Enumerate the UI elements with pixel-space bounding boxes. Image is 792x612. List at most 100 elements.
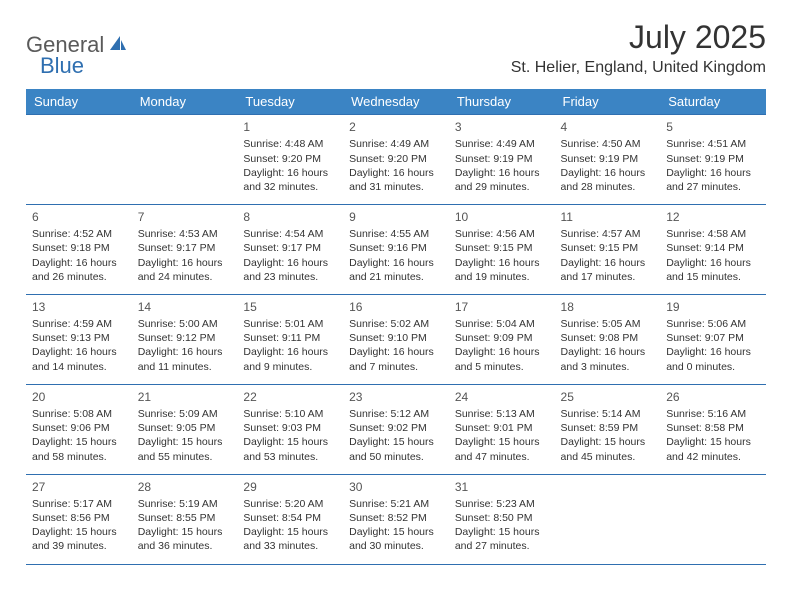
calendar-day-cell: 2Sunrise: 4:49 AMSunset: 9:20 PMDaylight… [343, 115, 449, 205]
day-number: 8 [243, 209, 337, 225]
daylight-text: Daylight: 15 hours and 30 minutes. [349, 525, 443, 553]
calendar-week: 6 Sunrise: 4:52 AMSunset: 9:18 PMDaylight… [26, 205, 766, 295]
sunrise-text: Sunrise: 4:52 AM [32, 227, 126, 241]
calendar-week: 1Sunrise: 4:48 AMSunset: 9:20 PMDaylight… [26, 115, 766, 205]
daylight-text: Daylight: 15 hours and 36 minutes. [138, 525, 232, 553]
sunset-text: Sunset: 8:58 PM [666, 421, 760, 435]
daylight-text: Daylight: 15 hours and 39 minutes. [32, 525, 126, 553]
calendar-day-cell: 19Sunrise: 5:06 AMSunset: 9:07 PMDayligh… [660, 294, 766, 384]
sunset-text: Sunset: 9:15 PM [561, 241, 655, 255]
sunset-text: Sunset: 8:56 PM [32, 511, 126, 525]
sunset-text: Sunset: 9:02 PM [349, 421, 443, 435]
calendar-day-cell: 27Sunrise: 5:17 AMSunset: 8:56 PMDayligh… [26, 474, 132, 564]
sunrise-text: Sunrise: 5:02 AM [349, 317, 443, 331]
day-number: 31 [455, 479, 549, 495]
sunrise-text: Sunrise: 5:23 AM [455, 497, 549, 511]
weekday-heading: Monday [132, 89, 238, 115]
sunrise-text: Sunrise: 5:00 AM [138, 317, 232, 331]
daylight-text: Daylight: 15 hours and 55 minutes. [138, 435, 232, 463]
sunset-text: Sunset: 8:52 PM [349, 511, 443, 525]
calendar-day-cell: 26Sunrise: 5:16 AMSunset: 8:58 PMDayligh… [660, 384, 766, 474]
daylight-text: Daylight: 15 hours and 50 minutes. [349, 435, 443, 463]
sunset-text: Sunset: 9:06 PM [32, 421, 126, 435]
sunset-text: Sunset: 9:03 PM [243, 421, 337, 435]
calendar-body: 1Sunrise: 4:48 AMSunset: 9:20 PMDaylight… [26, 115, 766, 564]
day-number: 3 [455, 119, 549, 135]
calendar-day-cell: 1Sunrise: 4:48 AMSunset: 9:20 PMDaylight… [237, 115, 343, 205]
sunrise-text: Sunrise: 4:50 AM [561, 137, 655, 151]
calendar-day-cell: 12Sunrise: 4:58 AMSunset: 9:14 PMDayligh… [660, 205, 766, 295]
daylight-text: Daylight: 16 hours and 32 minutes. [243, 166, 337, 194]
day-number: 25 [561, 389, 655, 405]
day-number: 28 [138, 479, 232, 495]
sunset-text: Sunset: 9:18 PM [32, 241, 126, 255]
day-number: 24 [455, 389, 549, 405]
calendar-empty-cell [26, 115, 132, 205]
logo-sail-icon [108, 34, 128, 57]
daylight-text: Daylight: 16 hours and 5 minutes. [455, 345, 549, 373]
sunrise-text: Sunrise: 4:55 AM [349, 227, 443, 241]
sunrise-text: Sunrise: 4:57 AM [561, 227, 655, 241]
day-number: 11 [561, 209, 655, 225]
daylight-text: Daylight: 15 hours and 53 minutes. [243, 435, 337, 463]
sunrise-calendar: Sunday Monday Tuesday Wednesday Thursday… [26, 89, 766, 564]
sunrise-text: Sunrise: 4:59 AM [32, 317, 126, 331]
sunset-text: Sunset: 9:01 PM [455, 421, 549, 435]
sunset-text: Sunset: 8:55 PM [138, 511, 232, 525]
sunrise-text: Sunrise: 4:49 AM [455, 137, 549, 151]
sunrise-text: Sunrise: 4:56 AM [455, 227, 549, 241]
daylight-text: Daylight: 16 hours and 14 minutes. [32, 345, 126, 373]
calendar-day-cell: 17Sunrise: 5:04 AMSunset: 9:09 PMDayligh… [449, 294, 555, 384]
day-number: 19 [666, 299, 760, 315]
sunset-text: Sunset: 9:05 PM [138, 421, 232, 435]
sunset-text: Sunset: 9:19 PM [561, 152, 655, 166]
calendar-day-cell: 22 Sunrise: 5:10 AMSunset: 9:03 PMDayligh… [237, 384, 343, 474]
calendar-day-cell: 13 Sunrise: 4:59 AMSunset: 9:13 PMDayligh… [26, 294, 132, 384]
day-number: 12 [666, 209, 760, 225]
calendar-day-cell: 4 Sunrise: 4:50 AMSunset: 9:19 PMDaylight… [555, 115, 661, 205]
daylight-text: Daylight: 15 hours and 47 minutes. [455, 435, 549, 463]
daylight-text: Daylight: 16 hours and 27 minutes. [666, 166, 760, 194]
day-number: 6 [32, 209, 126, 225]
day-number: 4 [561, 119, 655, 135]
day-number: 23 [349, 389, 443, 405]
logo-text-part2: Blue [40, 53, 84, 79]
weekday-heading: Wednesday [343, 89, 449, 115]
day-number: 9 [349, 209, 443, 225]
sunset-text: Sunset: 8:54 PM [243, 511, 337, 525]
day-number: 10 [455, 209, 549, 225]
weekday-heading: Thursday [449, 89, 555, 115]
sunset-text: Sunset: 9:14 PM [666, 241, 760, 255]
sunrise-text: Sunrise: 5:08 AM [32, 407, 126, 421]
calendar-day-cell: 23 Sunrise: 5:12 AMSunset: 9:02 PMDayligh… [343, 384, 449, 474]
sunset-text: Sunset: 9:12 PM [138, 331, 232, 345]
sunrise-text: Sunrise: 5:10 AM [243, 407, 337, 421]
sunrise-text: Sunrise: 5:06 AM [666, 317, 760, 331]
sunset-text: Sunset: 9:13 PM [32, 331, 126, 345]
calendar-day-cell: 18Sunrise: 5:05 AMSunset: 9:08 PMDayligh… [555, 294, 661, 384]
sunrise-text: Sunrise: 4:53 AM [138, 227, 232, 241]
sunrise-text: Sunrise: 5:19 AM [138, 497, 232, 511]
sunset-text: Sunset: 9:19 PM [455, 152, 549, 166]
sunset-text: Sunset: 9:20 PM [349, 152, 443, 166]
day-number: 5 [666, 119, 760, 135]
day-number: 7 [138, 209, 232, 225]
calendar-day-cell: 9Sunrise: 4:55 AMSunset: 9:16 PMDaylight… [343, 205, 449, 295]
day-number: 30 [349, 479, 443, 495]
calendar-day-cell: 14Sunrise: 5:00 AMSunset: 9:12 PMDayligh… [132, 294, 238, 384]
day-number: 16 [349, 299, 443, 315]
sunrise-text: Sunrise: 5:13 AM [455, 407, 549, 421]
daylight-text: Daylight: 16 hours and 9 minutes. [243, 345, 337, 373]
sunrise-text: Sunrise: 5:14 AM [561, 407, 655, 421]
day-number: 22 [243, 389, 337, 405]
sunrise-text: Sunrise: 5:12 AM [349, 407, 443, 421]
sunrise-text: Sunrise: 5:20 AM [243, 497, 337, 511]
sunrise-text: Sunrise: 5:21 AM [349, 497, 443, 511]
sunrise-text: Sunrise: 5:17 AM [32, 497, 126, 511]
daylight-text: Daylight: 16 hours and 26 minutes. [32, 256, 126, 284]
day-number: 13 [32, 299, 126, 315]
day-number: 17 [455, 299, 549, 315]
daylight-text: Daylight: 16 hours and 28 minutes. [561, 166, 655, 194]
title-block: July 2025 St. Helier, England, United Ki… [511, 20, 766, 77]
sunset-text: Sunset: 9:20 PM [243, 152, 337, 166]
